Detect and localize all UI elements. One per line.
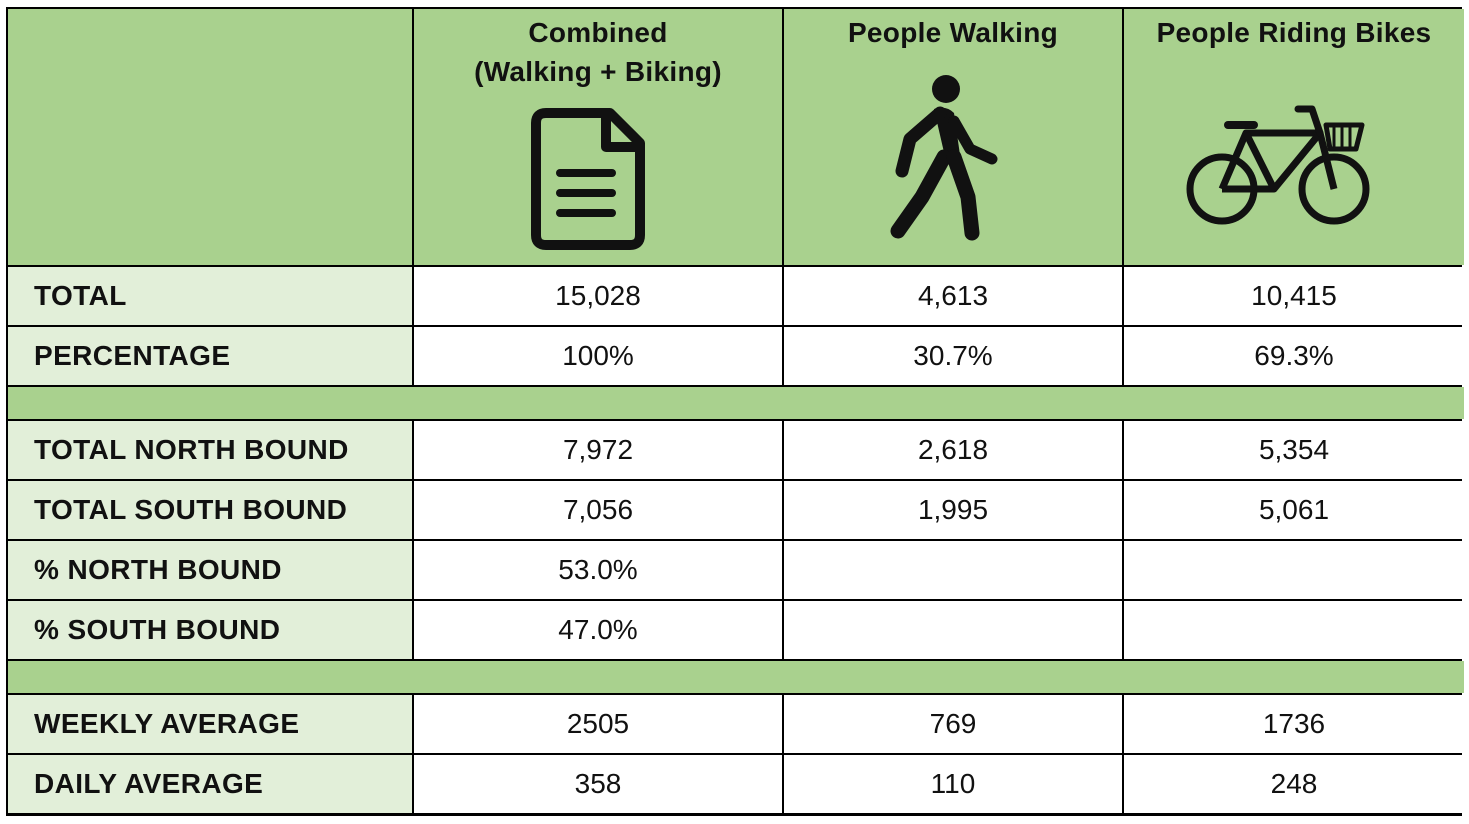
header-walking: People Walking [784, 9, 1122, 265]
cell-weekly-combined: 2505 [414, 695, 782, 753]
cell-weekly-biking: 1736 [1124, 695, 1464, 753]
cell-daily-biking: 248 [1124, 755, 1464, 813]
cell-total-south-biking: 5,061 [1124, 481, 1464, 539]
header-combined: Combined (Walking + Biking) [414, 9, 782, 265]
cell-pct-south-combined: 47.0% [414, 601, 782, 659]
cell-pct-south-biking [1124, 601, 1464, 659]
row-label-total-south: TOTAL SOUTH BOUND [8, 481, 412, 539]
bicycle-icon [1186, 105, 1370, 225]
cell-pct-north-combined: 53.0% [414, 541, 782, 599]
header-biking: People Riding Bikes [1124, 9, 1464, 265]
pedestrian-icon [890, 75, 998, 241]
row-label-pct-south: % SOUTH BOUND [8, 601, 412, 659]
cell-daily-combined: 358 [414, 755, 782, 813]
cell-percentage-combined: 100% [414, 327, 782, 385]
cell-pct-north-biking [1124, 541, 1464, 599]
cell-daily-walking: 110 [784, 755, 1122, 813]
cell-total-south-walking: 1,995 [784, 481, 1122, 539]
row-label-total-north: TOTAL NORTH BOUND [8, 421, 412, 479]
row-label-weekly: WEEKLY AVERAGE [8, 695, 412, 753]
document-icon [531, 108, 645, 250]
cell-total-north-biking: 5,354 [1124, 421, 1464, 479]
row-label-percentage: PERCENTAGE [8, 327, 412, 385]
cell-total-north-combined: 7,972 [414, 421, 782, 479]
header-corner-cell [8, 9, 412, 265]
header-walking-title: People Walking [847, 17, 1059, 48]
stats-table-frame: Combined (Walking + Biking) People Walki… [6, 7, 1464, 816]
section-divider [8, 661, 1464, 693]
row-label-total: TOTAL [8, 267, 412, 325]
header-biking-title: People Riding Bikes [1156, 17, 1432, 48]
header-combined-title: Combined (Walking + Biking) [474, 17, 722, 87]
cell-total-combined: 15,028 [414, 267, 782, 325]
cell-total-biking: 10,415 [1124, 267, 1464, 325]
row-label-pct-north: % NORTH BOUND [8, 541, 412, 599]
cell-total-walking: 4,613 [784, 267, 1122, 325]
section-divider [8, 387, 1464, 419]
cell-total-north-walking: 2,618 [784, 421, 1122, 479]
stats-table: Combined (Walking + Biking) People Walki… [8, 9, 1464, 814]
cell-total-south-combined: 7,056 [414, 481, 782, 539]
cell-percentage-walking: 30.7% [784, 327, 1122, 385]
cell-weekly-walking: 769 [784, 695, 1122, 753]
cell-pct-south-walking [784, 601, 1122, 659]
row-label-daily: DAILY AVERAGE [8, 755, 412, 813]
cell-percentage-biking: 69.3% [1124, 327, 1464, 385]
cell-pct-north-walking [784, 541, 1122, 599]
